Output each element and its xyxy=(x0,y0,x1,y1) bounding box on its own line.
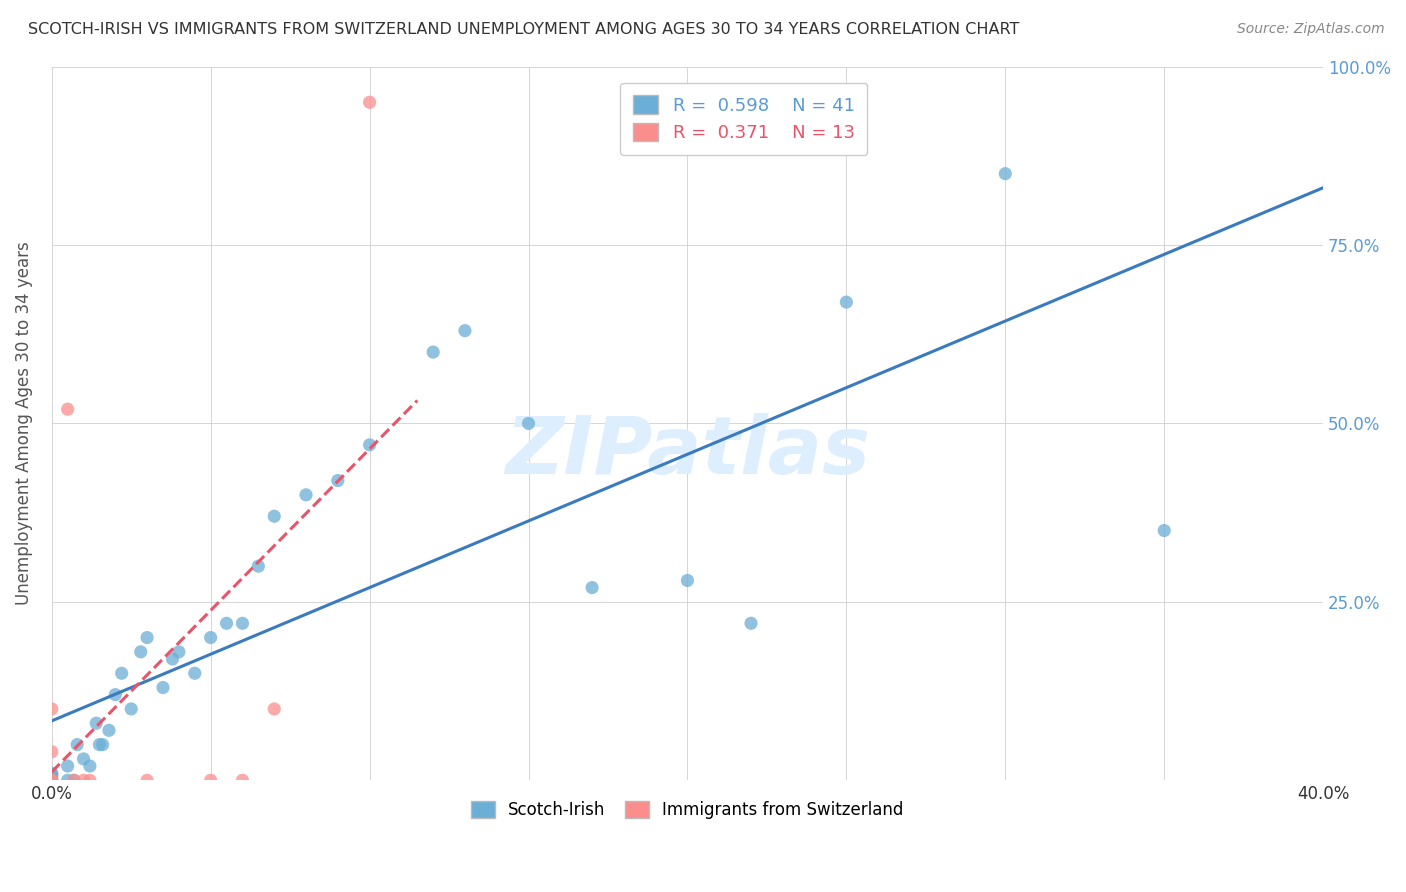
Point xyxy=(129,645,152,659)
Point xyxy=(41,773,63,788)
Point xyxy=(581,581,603,595)
Point xyxy=(79,759,101,773)
Point xyxy=(835,295,858,310)
Point xyxy=(41,770,63,784)
Point xyxy=(41,702,63,716)
Point xyxy=(104,688,127,702)
Point xyxy=(111,666,134,681)
Point xyxy=(72,773,94,788)
Point xyxy=(994,167,1017,181)
Point xyxy=(91,738,114,752)
Point xyxy=(56,759,79,773)
Point xyxy=(79,773,101,788)
Point xyxy=(295,488,318,502)
Point xyxy=(120,702,142,716)
Point xyxy=(41,745,63,759)
Point xyxy=(136,631,159,645)
Point xyxy=(263,702,285,716)
Point xyxy=(517,417,540,431)
Point xyxy=(231,773,253,788)
Point xyxy=(56,402,79,417)
Y-axis label: Unemployment Among Ages 30 to 34 years: Unemployment Among Ages 30 to 34 years xyxy=(15,242,32,606)
Point xyxy=(422,345,444,359)
Point xyxy=(215,616,238,631)
Point xyxy=(97,723,120,738)
Point xyxy=(41,767,63,781)
Point xyxy=(63,773,86,788)
Point xyxy=(359,438,381,452)
Point xyxy=(263,509,285,524)
Point xyxy=(152,681,174,695)
Point xyxy=(72,752,94,766)
Point xyxy=(247,559,270,574)
Point xyxy=(231,616,253,631)
Point xyxy=(676,574,699,588)
Text: ZIPatlas: ZIPatlas xyxy=(505,413,870,491)
Point xyxy=(41,766,63,780)
Legend: Scotch-Irish, Immigrants from Switzerland: Scotch-Irish, Immigrants from Switzerlan… xyxy=(465,794,910,825)
Point xyxy=(184,666,207,681)
Point xyxy=(359,95,381,110)
Text: SCOTCH-IRISH VS IMMIGRANTS FROM SWITZERLAND UNEMPLOYMENT AMONG AGES 30 TO 34 YEA: SCOTCH-IRISH VS IMMIGRANTS FROM SWITZERL… xyxy=(28,22,1019,37)
Point xyxy=(41,773,63,788)
Text: Source: ZipAtlas.com: Source: ZipAtlas.com xyxy=(1237,22,1385,37)
Point xyxy=(84,716,107,731)
Point xyxy=(740,616,762,631)
Point xyxy=(89,738,111,752)
Point xyxy=(41,773,63,788)
Point xyxy=(162,652,184,666)
Point xyxy=(136,773,159,788)
Point xyxy=(326,474,349,488)
Point xyxy=(454,324,477,338)
Point xyxy=(200,631,222,645)
Point xyxy=(41,773,63,788)
Point xyxy=(167,645,190,659)
Point xyxy=(1153,524,1175,538)
Point xyxy=(200,773,222,788)
Point xyxy=(63,773,86,788)
Point xyxy=(56,773,79,788)
Point xyxy=(66,738,89,752)
